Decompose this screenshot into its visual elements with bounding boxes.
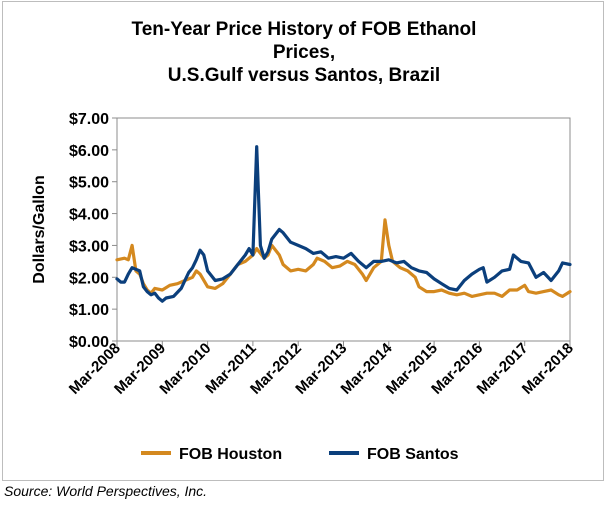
y-tick-label: $5.00 bbox=[69, 175, 109, 192]
chart-title: Ten-Year Price History of FOB Ethanol Pr… bbox=[0, 18, 608, 87]
y-tick-label: $3.00 bbox=[69, 238, 109, 255]
series-line-fob-houston bbox=[115, 218, 572, 298]
chart-frame bbox=[2, 1, 604, 481]
y-tick-label: $7.00 bbox=[69, 111, 109, 128]
source-note: Source: World Perspectives, Inc. bbox=[4, 483, 208, 499]
y-tick-label: $6.00 bbox=[69, 143, 109, 160]
chart-title-line: Ten-Year Price History of FOB Ethanol bbox=[131, 19, 477, 40]
legend-label: FOB Santos bbox=[367, 446, 459, 463]
plot-area bbox=[116, 117, 571, 342]
y-tick-label: $0.00 bbox=[69, 334, 109, 351]
y-tick-label: $4.00 bbox=[69, 207, 109, 224]
legend-label: FOB Houston bbox=[179, 446, 282, 463]
y-tick-label: $2.00 bbox=[69, 270, 109, 287]
price-history-chart: $0.00 $1.00 $2.00 $3.00 $4.00 $5.00 $6.00 $7.00… bbox=[31, 111, 577, 463]
series-line-fob-santos bbox=[115, 145, 572, 303]
y-tick-label: $1.00 bbox=[69, 302, 109, 319]
chart-title-line: U.S.Gulf versus Santos, Brazil bbox=[167, 65, 441, 86]
chart-title-line: Prices, bbox=[272, 42, 336, 63]
y-axis-label: Dollars/Gallon bbox=[31, 175, 48, 283]
